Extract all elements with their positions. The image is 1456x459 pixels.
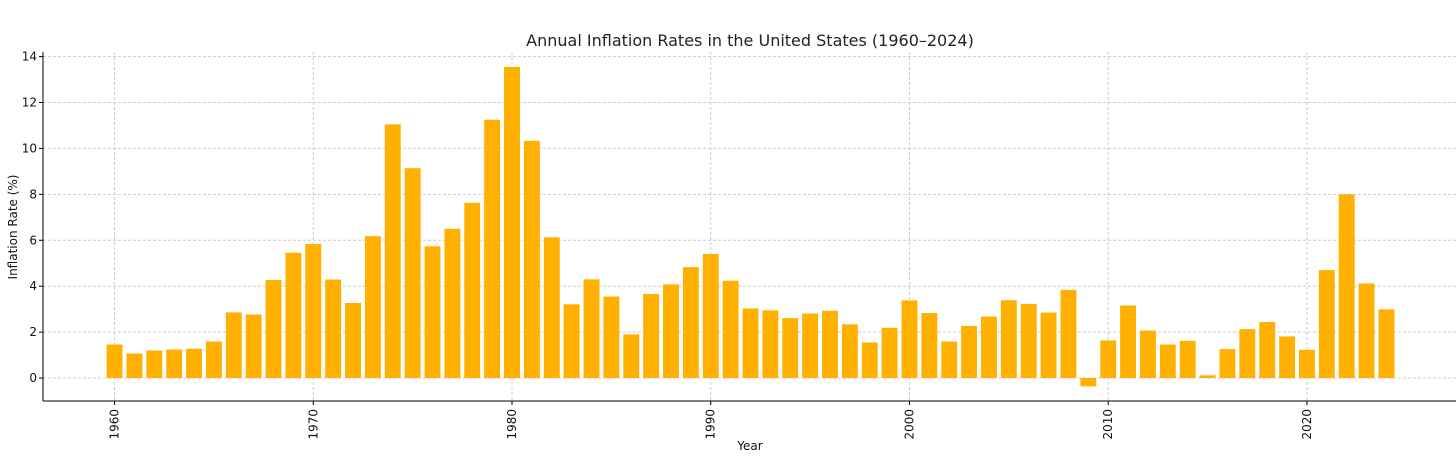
y-tick-label: 10 (22, 141, 37, 155)
x-tick-label: 2020 (1300, 409, 1314, 440)
y-axis-label: Inflation Rate (%) (6, 175, 20, 280)
bar-1986 (623, 334, 640, 379)
bar-1987 (643, 294, 660, 379)
bar-1976 (424, 246, 441, 379)
x-axis: 1960 1970 1980 1990 2000 2010 2020 (43, 400, 1456, 440)
bar-1962 (146, 350, 163, 379)
bar-1996 (822, 310, 838, 379)
bar-1997 (841, 324, 858, 379)
bar-2007 (1040, 312, 1057, 379)
x-axis-label: Year (736, 439, 762, 453)
bar-1971 (325, 279, 342, 379)
bar-2015 (1199, 375, 1216, 379)
bar-1995 (802, 313, 819, 379)
bar-1999 (881, 327, 898, 379)
bar-1980 (504, 66, 520, 379)
bar-1972 (345, 302, 361, 379)
bar-1965 (205, 341, 222, 379)
x-tick-label: 1960 (108, 409, 122, 440)
bar-1985 (603, 296, 620, 379)
x-tick-label: 1970 (306, 409, 320, 440)
bar-2004 (981, 316, 997, 379)
y-tick-label: 2 (29, 325, 37, 339)
bar-2006 (1020, 303, 1037, 379)
bar-1993 (762, 310, 779, 379)
bar-2010 (1100, 340, 1117, 379)
bar-2008 (1060, 289, 1077, 379)
y-tick-label: 12 (22, 96, 37, 110)
bar-1988 (663, 284, 679, 379)
bar-1968 (265, 279, 282, 379)
bar-2002 (941, 341, 958, 379)
bar-1983 (563, 304, 580, 379)
y-tick-label: 0 (29, 371, 37, 385)
bar-2012 (1140, 330, 1156, 379)
bar-1992 (742, 308, 759, 379)
bar-1981 (523, 140, 540, 379)
bar-1994 (782, 318, 799, 379)
bar-1998 (861, 342, 878, 379)
bar-2023 (1358, 283, 1375, 379)
y-tick-label: 14 (22, 50, 37, 64)
bar-2003 (961, 325, 978, 379)
bar-2016 (1219, 349, 1236, 379)
bar-1982 (543, 237, 560, 379)
bar-1979 (484, 119, 501, 379)
y-tick-label: 8 (29, 187, 37, 201)
bars-group (106, 66, 1395, 387)
bar-2001 (921, 313, 938, 379)
bar-1967 (245, 314, 262, 379)
bar-1977 (444, 228, 461, 379)
bar-1984 (583, 279, 600, 379)
bar-2021 (1318, 270, 1335, 379)
x-tick-label: 2000 (902, 409, 916, 440)
bar-1990 (702, 254, 719, 379)
bar-2017 (1239, 329, 1256, 379)
bar-1960 (106, 344, 123, 379)
bar-2018 (1259, 322, 1276, 379)
x-tick-label: 1980 (505, 409, 519, 440)
bar-2011 (1120, 305, 1137, 379)
chart-title: Annual Inflation Rates in the United Sta… (526, 31, 974, 50)
bar-2020 (1299, 349, 1315, 379)
bar-2009 (1080, 378, 1097, 387)
bar-2005 (1000, 300, 1017, 379)
bar-1975 (404, 168, 421, 379)
bar-2013 (1159, 344, 1176, 379)
bar-1964 (186, 348, 202, 379)
bar-1989 (682, 267, 699, 379)
y-tick-label: 6 (29, 233, 37, 247)
bar-1970 (305, 243, 322, 379)
x-tick-label: 2010 (1101, 409, 1115, 440)
bar-1966 (225, 312, 242, 379)
bar-1963 (166, 349, 183, 379)
bar-1974 (384, 124, 401, 379)
bar-1969 (285, 252, 302, 379)
bar-2024 (1378, 309, 1395, 379)
y-tick-label: 4 (29, 279, 37, 293)
bar-2022 (1338, 194, 1355, 379)
bar-1991 (722, 280, 739, 379)
y-axis: 0 2 4 6 8 10 12 14 (22, 50, 44, 401)
bar-1978 (464, 202, 481, 379)
bar-2019 (1279, 336, 1296, 379)
bar-1973 (364, 236, 381, 379)
bar-2000 (901, 300, 918, 379)
x-tick-label: 1990 (704, 409, 718, 440)
bar-1961 (126, 353, 143, 379)
bar-2014 (1179, 340, 1196, 379)
